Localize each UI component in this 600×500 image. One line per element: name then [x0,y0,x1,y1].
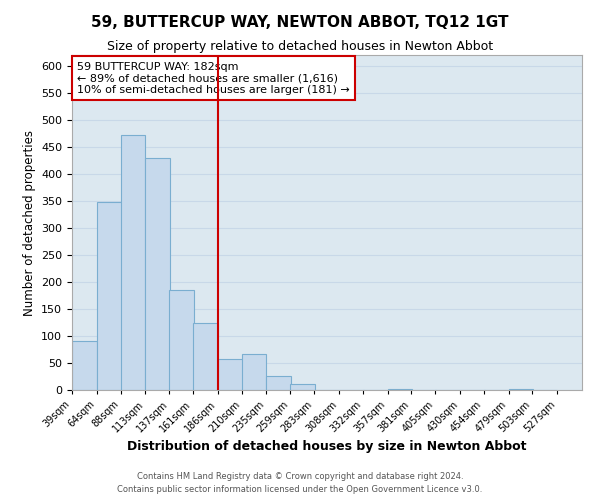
Bar [72,342,97,390]
Text: Size of property relative to detached houses in Newton Abbot: Size of property relative to detached ho… [107,40,493,53]
X-axis label: Distribution of detached houses by size in Newton Abbot: Distribution of detached houses by size … [127,440,527,452]
Bar [218,359,242,390]
Bar [290,384,315,390]
Text: Contains HM Land Registry data © Crown copyright and database right 2024.
Contai: Contains HM Land Registry data © Crown c… [118,472,482,494]
Bar [97,202,122,390]
Y-axis label: Number of detached properties: Number of detached properties [23,130,35,316]
Bar [266,376,291,390]
Bar [509,389,533,390]
Text: 59 BUTTERCUP WAY: 182sqm
← 89% of detached houses are smaller (1,616)
10% of sem: 59 BUTTERCUP WAY: 182sqm ← 89% of detach… [77,62,350,95]
Bar [193,323,218,390]
Bar [121,135,145,390]
Bar [169,290,194,390]
Bar [388,389,412,390]
Bar [145,158,170,390]
Bar [242,354,266,390]
Text: 59, BUTTERCUP WAY, NEWTON ABBOT, TQ12 1GT: 59, BUTTERCUP WAY, NEWTON ABBOT, TQ12 1G… [91,15,509,30]
